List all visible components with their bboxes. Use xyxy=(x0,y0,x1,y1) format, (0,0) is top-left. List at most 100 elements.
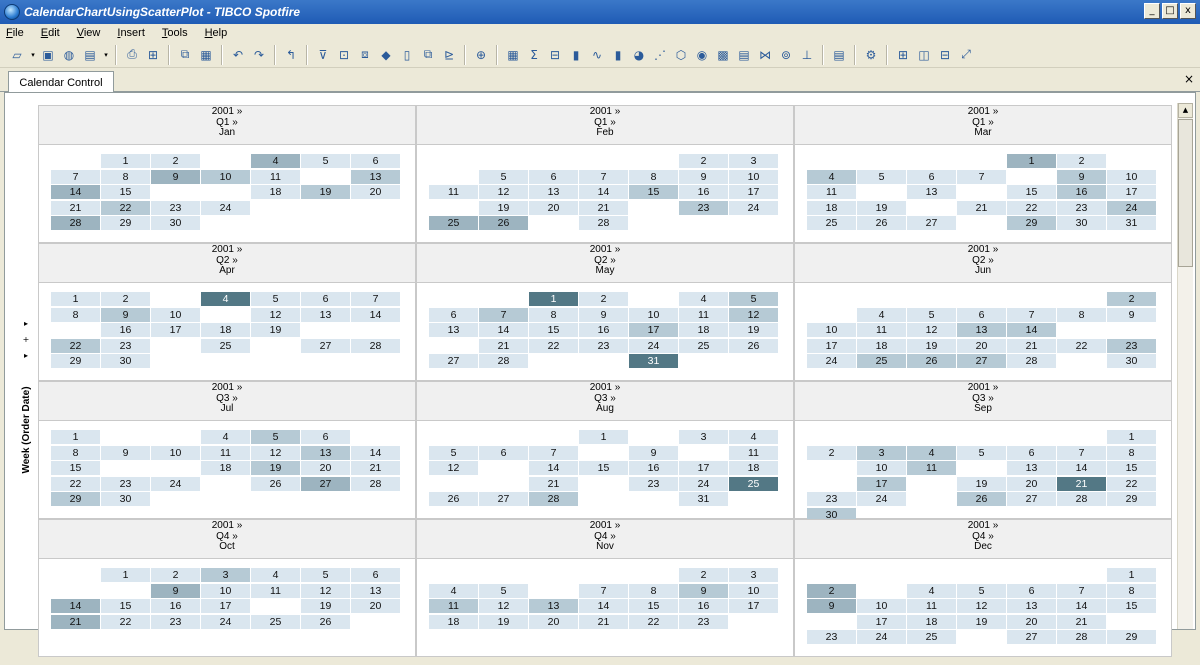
day-cell[interactable]: 9 xyxy=(151,583,200,598)
details-icon[interactable]: ⊡ xyxy=(338,47,350,62)
day-cell[interactable]: 12 xyxy=(429,461,478,475)
day-cell[interactable]: 5 xyxy=(301,568,350,582)
day-cell[interactable]: 14 xyxy=(351,445,400,460)
day-cell[interactable]: 1 xyxy=(51,292,100,306)
day-cell[interactable]: 24 xyxy=(201,614,250,629)
month-header-year[interactable]: 2001 » xyxy=(589,106,621,117)
day-cell[interactable]: 28 xyxy=(529,492,578,506)
expand-axis-icon[interactable]: ▸ xyxy=(23,319,28,328)
day-cell[interactable]: 8 xyxy=(629,169,678,184)
day-cell[interactable]: 9 xyxy=(1057,169,1106,184)
3d-scatter-icon[interactable]: ⬡ xyxy=(675,47,687,62)
lines-icon[interactable]: ⧈ xyxy=(361,47,369,61)
pages-icon[interactable]: ⧉ xyxy=(423,47,433,61)
day-cell[interactable]: 14 xyxy=(579,599,628,613)
scatter-plot-icon[interactable]: ⋰ xyxy=(654,47,666,62)
day-cell[interactable]: 16 xyxy=(679,599,728,613)
day-cell[interactable]: 1 xyxy=(1007,154,1056,168)
day-cell[interactable]: 25 xyxy=(429,216,478,230)
day-cell[interactable]: 11 xyxy=(857,323,906,337)
month-header-quarter[interactable]: Q2 » xyxy=(216,254,238,266)
text-area-icon[interactable]: ▤ xyxy=(833,47,845,62)
day-cell[interactable]: 25 xyxy=(857,354,906,368)
day-cell[interactable]: 29 xyxy=(101,216,150,230)
day-cell[interactable]: 12 xyxy=(301,583,350,598)
day-cell[interactable]: 11 xyxy=(429,185,478,199)
day-cell[interactable]: 14 xyxy=(51,599,100,613)
day-cell[interactable]: 25 xyxy=(729,476,778,491)
new-page-icon[interactable]: ⊕ xyxy=(475,47,487,62)
day-cell[interactable]: 1 xyxy=(101,154,150,168)
month-header-quarter[interactable]: Q4 » xyxy=(972,530,994,542)
day-cell[interactable]: 15 xyxy=(629,185,678,199)
day-cell[interactable]: 24 xyxy=(151,476,200,491)
month-header-quarter[interactable]: Q1 » xyxy=(594,116,616,128)
day-cell[interactable]: 17 xyxy=(679,461,728,475)
day-cell[interactable]: 21 xyxy=(351,461,400,475)
day-cell[interactable]: 16 xyxy=(101,323,150,337)
day-cell[interactable]: 21 xyxy=(1057,476,1106,491)
day-cell[interactable]: 10 xyxy=(151,307,200,322)
day-cell[interactable]: 8 xyxy=(629,583,678,598)
day-cell[interactable]: 12 xyxy=(479,599,528,613)
day-cell[interactable]: 10 xyxy=(151,445,200,460)
day-cell[interactable]: 30 xyxy=(807,507,856,522)
month-header-year[interactable]: 2001 » xyxy=(211,244,243,255)
day-cell[interactable]: 6 xyxy=(529,169,578,184)
day-cell[interactable]: 22 xyxy=(101,200,150,215)
day-cell[interactable]: 12 xyxy=(957,599,1006,613)
day-cell[interactable]: 28 xyxy=(351,338,400,353)
day-cell[interactable]: 8 xyxy=(1057,307,1106,322)
day-cell[interactable]: 26 xyxy=(907,354,956,368)
day-cell[interactable]: 10 xyxy=(1107,169,1156,184)
day-cell[interactable]: 1 xyxy=(529,292,578,306)
day-cell[interactable]: 21 xyxy=(579,614,628,629)
cross-table-icon[interactable]: Σ xyxy=(530,47,538,62)
vertical-scrollbar[interactable]: ▲ xyxy=(1177,103,1193,629)
box-plot-icon[interactable]: ⊥ xyxy=(801,47,813,62)
day-cell[interactable]: 21 xyxy=(51,200,100,215)
day-cell[interactable]: 29 xyxy=(51,354,100,368)
day-cell[interactable]: 22 xyxy=(1007,200,1056,215)
day-cell[interactable]: 30 xyxy=(1107,354,1156,368)
combination-chart-icon[interactable]: ▮ xyxy=(614,47,622,62)
day-cell[interactable]: 26 xyxy=(857,216,906,230)
day-cell[interactable]: 21 xyxy=(1007,338,1056,353)
day-cell[interactable]: 14 xyxy=(1057,461,1106,475)
add-data-icon[interactable]: ▣ xyxy=(42,47,54,62)
day-cell[interactable]: 23 xyxy=(1107,338,1156,353)
layout-grid-icon[interactable]: ⊞ xyxy=(897,47,909,62)
day-cell[interactable]: 22 xyxy=(529,338,578,353)
day-cell[interactable]: 14 xyxy=(1057,599,1106,613)
day-cell[interactable]: 18 xyxy=(907,614,956,629)
tag-icon[interactable]: ◆ xyxy=(381,47,391,62)
maximize-button[interactable]: □ xyxy=(1162,3,1178,19)
settings-icon[interactable]: ⚙ xyxy=(865,47,877,62)
day-cell[interactable]: 27 xyxy=(957,354,1006,368)
day-cell[interactable]: 22 xyxy=(51,476,100,491)
day-cell[interactable]: 25 xyxy=(201,338,250,353)
day-cell[interactable]: 30 xyxy=(101,354,150,368)
day-cell[interactable]: 6 xyxy=(351,568,400,582)
day-cell[interactable]: 17 xyxy=(857,476,906,491)
day-cell[interactable]: 5 xyxy=(429,445,478,460)
day-cell[interactable]: 4 xyxy=(807,169,856,184)
day-cell[interactable]: 29 xyxy=(1007,216,1056,230)
day-cell[interactable]: 8 xyxy=(51,307,100,322)
chart-icon[interactable]: ⊵ xyxy=(443,47,455,62)
day-cell[interactable]: 22 xyxy=(629,614,678,629)
day-cell[interactable]: 23 xyxy=(679,200,728,215)
day-cell[interactable]: 11 xyxy=(907,461,956,475)
day-cell[interactable]: 24 xyxy=(857,630,906,644)
menu-view[interactable]: View xyxy=(76,27,101,39)
day-cell[interactable]: 5 xyxy=(301,154,350,168)
day-cell[interactable]: 13 xyxy=(429,323,478,337)
day-cell[interactable]: 18 xyxy=(251,185,300,199)
day-cell[interactable]: 13 xyxy=(957,323,1006,337)
filter-icon[interactable]: ⊽ xyxy=(318,47,328,62)
scroll-up-icon[interactable]: ▲ xyxy=(1178,103,1193,118)
day-cell[interactable]: 23 xyxy=(807,630,856,644)
parallel-coordinates-icon[interactable]: ⋈ xyxy=(759,47,771,62)
day-cell[interactable]: 13 xyxy=(351,583,400,598)
day-cell[interactable]: 24 xyxy=(857,492,906,506)
